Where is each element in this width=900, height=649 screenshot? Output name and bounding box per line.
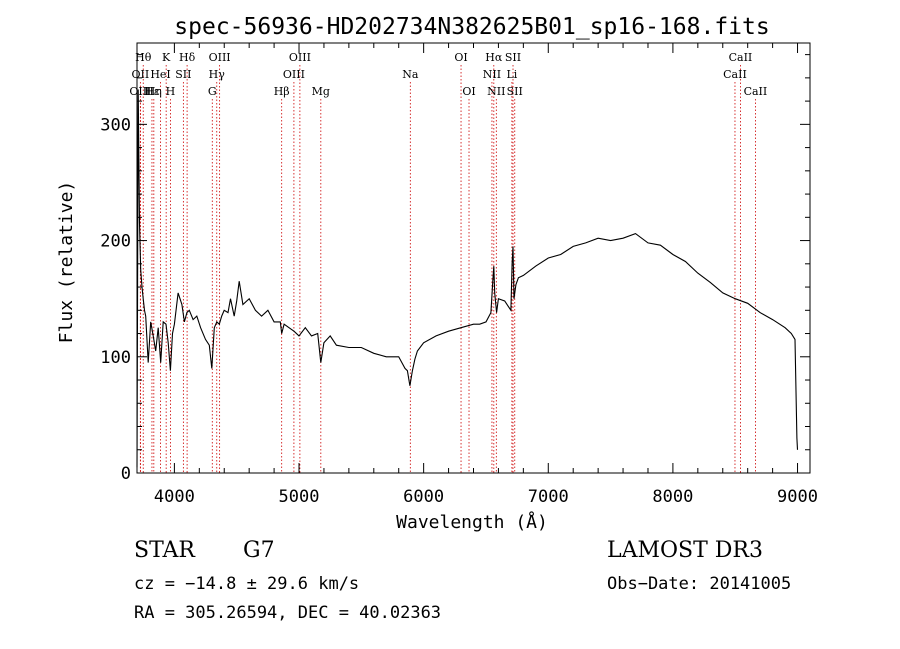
- line-marker-label: OIII: [289, 51, 311, 64]
- line-marker-label: G: [208, 85, 217, 98]
- line-marker-label: SII: [175, 68, 191, 81]
- x-tick-label: 6000: [403, 487, 444, 507]
- line-marker-label: Hβ: [274, 85, 290, 98]
- obs-date: Obs−Date: 20141005: [607, 574, 792, 594]
- x-tick-label: 5000: [279, 487, 320, 507]
- redshift-cz: cz = −14.8 ± 29.6 km/s: [134, 574, 360, 594]
- line-marker-label: Hε: [144, 85, 160, 98]
- ra-dec: RA = 305.26594, DEC = 40.02363: [134, 603, 442, 623]
- line-marker-label: OII: [132, 68, 150, 81]
- line-marker-label: OIII: [129, 85, 151, 98]
- y-tick-label: 200: [100, 232, 131, 252]
- y-tick-label: 300: [100, 115, 131, 135]
- object-class: STAR: [134, 538, 195, 563]
- y-axis-label: Flux (relative): [56, 181, 77, 344]
- line-marker-label: CaII: [744, 85, 768, 98]
- plot-frame: [136, 42, 811, 474]
- line-marker-label: CaII: [729, 51, 753, 64]
- line-marker-label: Hθ: [135, 51, 152, 64]
- x-tick-label: 9000: [777, 487, 818, 507]
- spectrum-line: [136, 89, 799, 468]
- line-marker-label: Li: [506, 68, 517, 81]
- x-tick-label: 7000: [528, 487, 569, 507]
- line-marker-label: Mg: [312, 85, 330, 98]
- line-marker-label: Hη: [146, 85, 162, 98]
- x-axis-label: Wavelength (Å): [396, 511, 548, 533]
- line-marker-label: NII: [487, 85, 505, 98]
- line-marker-label: SII: [507, 85, 523, 98]
- survey-name: LAMOST DR3: [607, 538, 763, 563]
- line-markers: [139, 65, 756, 473]
- y-tick-label: 0: [121, 464, 131, 484]
- line-marker-label: NII: [483, 68, 501, 81]
- line-marker-label: CaII: [723, 68, 747, 81]
- line-marker-label: Na: [402, 68, 419, 81]
- line-marker-label: Hδ: [179, 51, 196, 64]
- line-marker-label: Hα: [485, 51, 503, 64]
- line-marker-label: OIII: [209, 51, 231, 64]
- x-axis-ticks: 4000 5000 6000 7000 8000 9000: [154, 43, 818, 507]
- line-marker-label: K: [162, 51, 171, 64]
- chart-title: spec-56936-HD202734N382625B01_sp16-168.f…: [174, 14, 769, 40]
- line-marker-label: OI: [454, 51, 467, 64]
- y-axis-ticks: 0 100 200 300: [100, 54, 810, 484]
- x-tick-label: 8000: [652, 487, 693, 507]
- line-marker-label: SII: [505, 51, 521, 64]
- line-marker-label: OIII: [283, 68, 305, 81]
- line-marker-label: H: [166, 85, 176, 98]
- x-tick-label: 4000: [154, 487, 195, 507]
- line-marker-label: HeI: [150, 68, 170, 81]
- line-marker-label: OI: [462, 85, 475, 98]
- object-subclass: G7: [243, 538, 275, 563]
- line-marker-label: Hγ: [209, 68, 226, 81]
- y-tick-label: 100: [100, 348, 131, 368]
